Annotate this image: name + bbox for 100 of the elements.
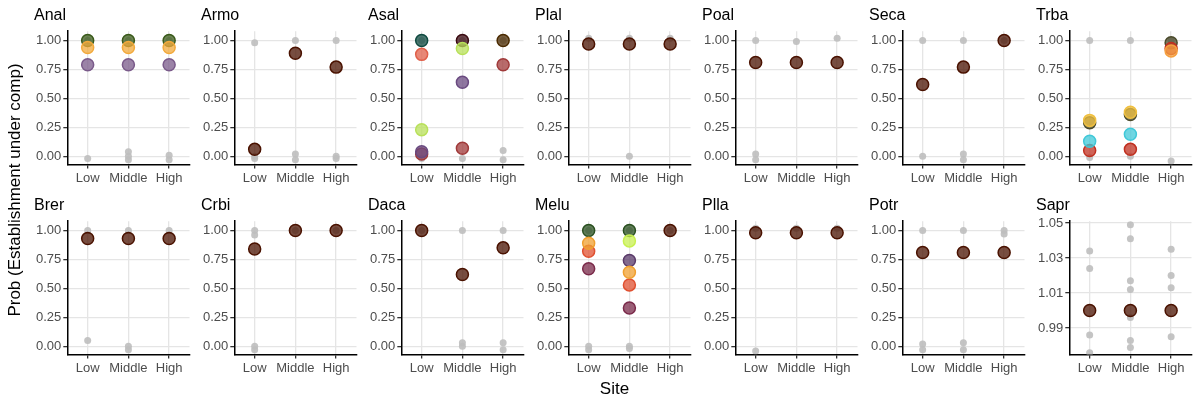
y-tick-label: 1.00: [870, 222, 897, 238]
chart-title: Seca: [869, 6, 906, 24]
y-tick-label: 1.00: [870, 32, 897, 48]
chart-title: Brer: [34, 196, 65, 214]
y-tick-label: 0.99: [1037, 319, 1064, 335]
x-tick-label: Low: [576, 169, 602, 185]
y-tick-label: 1.00: [202, 32, 229, 48]
y-tick-label: 0.00: [369, 337, 396, 353]
y-tick-label: 0.50: [35, 279, 62, 295]
x-tick-label: Middle: [777, 359, 816, 375]
x-tick-label: High: [823, 169, 851, 185]
y-tick-label: 0.75: [202, 251, 229, 266]
x-tick-label: High: [823, 359, 851, 375]
y-tick-label: 0.00: [1037, 147, 1064, 163]
x-tick-label: Low: [743, 169, 769, 185]
y-tick-label: 0.50: [703, 279, 730, 295]
y-tick-label: 1.00: [369, 32, 396, 48]
y-tick-label: 0.75: [35, 251, 62, 266]
x-tick-label: Middle: [109, 359, 148, 375]
x-tick-label: Middle: [276, 169, 315, 185]
y-tick-label: 0.75: [35, 61, 62, 76]
y-axis-title: Prob (Establishment under comp): [5, 63, 25, 317]
y-tick-label: 0.25: [870, 308, 897, 324]
y-tick-label: 1.00: [536, 222, 563, 238]
x-tick-label: High: [990, 359, 1018, 375]
y-tick-label: 1.00: [35, 222, 62, 238]
y-tick-label: 0.00: [35, 337, 62, 353]
y-tick-label: 0.00: [536, 337, 563, 353]
y-tick-label: 1.00: [703, 32, 730, 48]
y-tick-label: 0.50: [536, 89, 563, 105]
y-tick-label: 0.75: [202, 61, 229, 76]
x-tick-label: High: [990, 169, 1018, 185]
x-tick-label: High: [155, 359, 183, 375]
chart-title: Plal: [535, 6, 562, 24]
chart-title: Plla: [702, 196, 729, 214]
y-tick-label: 0.75: [536, 61, 563, 76]
y-tick-label: 0.75: [703, 61, 730, 76]
x-tick-label: High: [489, 359, 517, 375]
chart-title: Melu: [535, 196, 570, 214]
x-tick-label: High: [322, 169, 350, 185]
y-tick-label: 1.00: [202, 222, 229, 238]
y-tick-label: 1.05: [1037, 214, 1064, 230]
y-tick-label: 0.25: [536, 118, 563, 134]
y-tick-label: 0.50: [870, 89, 897, 105]
y-tick-label: 1.00: [1037, 32, 1064, 48]
x-tick-label: Low: [1077, 169, 1103, 185]
y-tick-label: 0.50: [369, 89, 396, 105]
y-tick-label: 0.25: [35, 308, 62, 324]
x-tick-label: High: [322, 359, 350, 375]
y-tick-label: 0.50: [703, 89, 730, 105]
chart-title: Poal: [702, 6, 735, 24]
y-tick-label: 0.25: [369, 308, 396, 324]
y-tick-label: 0.25: [369, 118, 396, 134]
y-tick-label: 0.00: [870, 147, 897, 163]
chart-title: Crbi: [201, 196, 231, 214]
y-tick-label: 1.01: [1037, 284, 1064, 300]
y-tick-label: 0.00: [703, 147, 730, 163]
y-tick-label: 1.00: [369, 222, 396, 238]
x-tick-label: Middle: [1111, 169, 1150, 185]
y-tick-label: 0.25: [35, 118, 62, 134]
y-tick-label: 0.00: [536, 147, 563, 163]
y-tick-label: 0.25: [1037, 118, 1064, 134]
x-tick-label: Low: [409, 169, 435, 185]
y-tick-label: 0.00: [35, 147, 62, 163]
y-tick-label: 0.25: [536, 308, 563, 324]
y-tick-label: 0.50: [1037, 89, 1064, 105]
x-tick-label: High: [489, 169, 517, 185]
x-tick-label: Middle: [777, 169, 816, 185]
y-tick-label: 0.75: [703, 251, 730, 266]
y-tick-label: 1.00: [35, 32, 62, 48]
chart-title: Armo: [201, 6, 240, 24]
y-tick-label: 0.25: [703, 308, 730, 324]
x-tick-label: Low: [1077, 359, 1103, 375]
y-tick-label: 0.00: [202, 147, 229, 163]
x-tick-label: Middle: [109, 169, 148, 185]
x-tick-label: Middle: [1111, 359, 1150, 375]
chart-title: Sapr: [1036, 196, 1071, 214]
y-tick-label: 0.50: [202, 89, 229, 105]
chart-title: Potr: [869, 196, 900, 214]
x-tick-label: High: [155, 169, 183, 185]
x-tick-label: Low: [576, 359, 602, 375]
x-tick-label: High: [656, 169, 684, 185]
chart-title: Anal: [34, 6, 67, 24]
x-tick-label: Low: [409, 359, 435, 375]
y-tick-label: 0.25: [202, 308, 229, 324]
y-tick-label: 0.75: [870, 251, 897, 266]
y-tick-label: 0.50: [369, 279, 396, 295]
y-tick-label: 0.50: [202, 279, 229, 295]
y-tick-label: 0.50: [35, 89, 62, 105]
y-tick-label: 0.50: [536, 279, 563, 295]
x-tick-label: Middle: [610, 359, 649, 375]
x-tick-label: Low: [75, 359, 101, 375]
y-tick-label: 0.00: [703, 337, 730, 353]
x-tick-label: Middle: [443, 169, 482, 185]
y-tick-label: 0.00: [369, 147, 396, 163]
x-tick-label: High: [1157, 169, 1185, 185]
y-tick-label: 0.25: [703, 118, 730, 134]
y-tick-label: 1.03: [1037, 249, 1064, 265]
x-tick-label: Low: [75, 169, 101, 185]
x-tick-label: Middle: [610, 169, 649, 185]
